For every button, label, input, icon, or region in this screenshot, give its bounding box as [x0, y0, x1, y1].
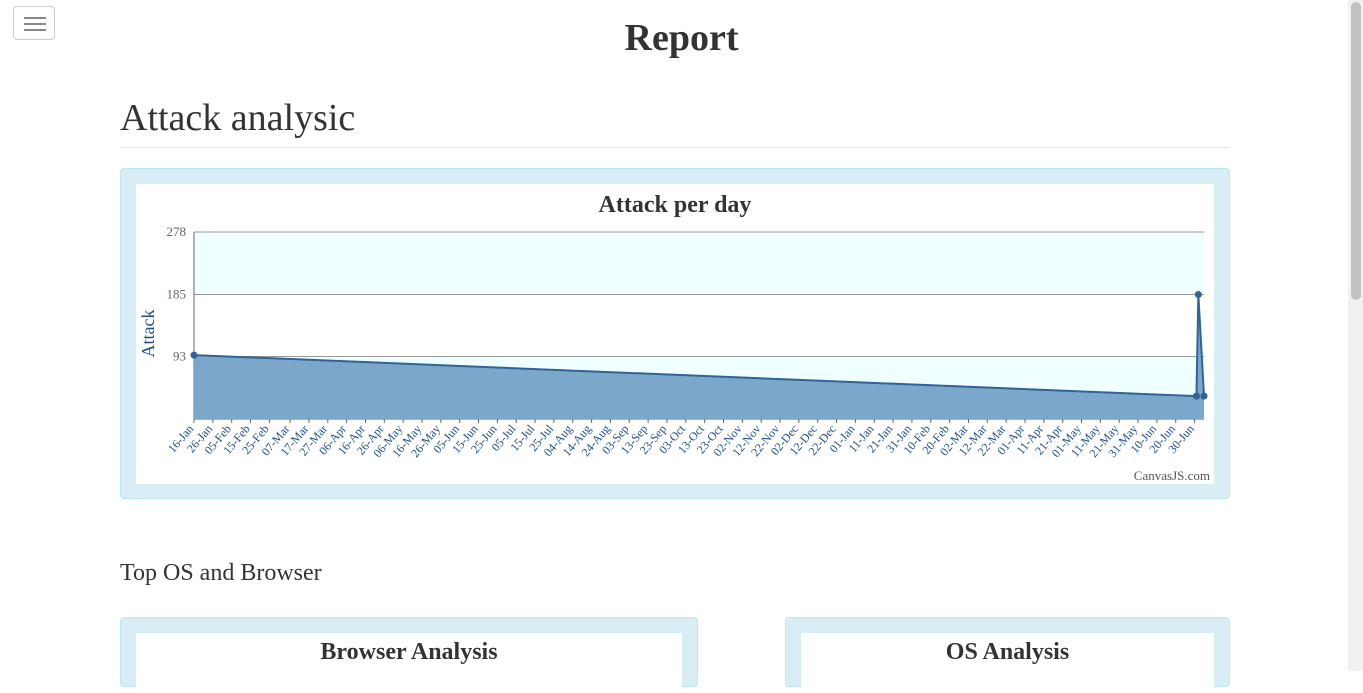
- page-title: Report: [624, 17, 739, 59]
- browser-chart-panel: Browser Analysis: [120, 617, 698, 693]
- hamburger-icon-bar: [24, 29, 46, 31]
- os-chart-panel: OS Analysis: [785, 617, 1230, 693]
- os-chart-container: OS Analysis: [801, 633, 1214, 693]
- top-os-browser-heading: Top OS and Browser: [120, 560, 322, 586]
- os-chart-title: OS Analysis: [945, 639, 1070, 665]
- hamburger-icon-bar: [24, 23, 46, 25]
- data-point: [190, 351, 198, 359]
- y-axis-title: Attack: [138, 310, 158, 358]
- browser-chart-container: Browser Analysis: [136, 633, 682, 693]
- y-tick-label: 278: [167, 224, 187, 239]
- attack-chart-container: Attack per day 93 185 278 Attack 16-Jan 26-Ja…: [136, 184, 1214, 484]
- data-point: [1200, 392, 1208, 400]
- y-tick-label: 93: [173, 348, 186, 363]
- section-divider: [120, 147, 1230, 148]
- chart-title: Attack per day: [598, 192, 752, 218]
- menu-toggle-button[interactable]: [13, 6, 55, 40]
- page-scrollbar[interactable]: [1348, 0, 1363, 671]
- y-tick-label: 185: [167, 287, 187, 302]
- plot-band-upper: [194, 232, 1204, 295]
- attack-chart: 93185278Attack16-Jan26-Jan05-Feb15-Feb25…: [138, 224, 1208, 460]
- section-title: Attack analysic: [120, 97, 356, 139]
- attack-area: [194, 294, 1204, 419]
- scrollbar-thumb[interactable]: [1351, 2, 1361, 300]
- attack-chart-panel: Attack per day 93 185 278 Attack 16-Jan 26-Ja…: [120, 168, 1230, 499]
- attack-line: [193, 294, 1205, 398]
- browser-chart-title: Browser Analysis: [320, 639, 498, 665]
- data-point: [1192, 392, 1200, 400]
- hamburger-icon: [24, 17, 46, 19]
- data-point: [1194, 291, 1202, 299]
- canvasjs-credit-link[interactable]: CanvasJS.com: [1133, 468, 1210, 483]
